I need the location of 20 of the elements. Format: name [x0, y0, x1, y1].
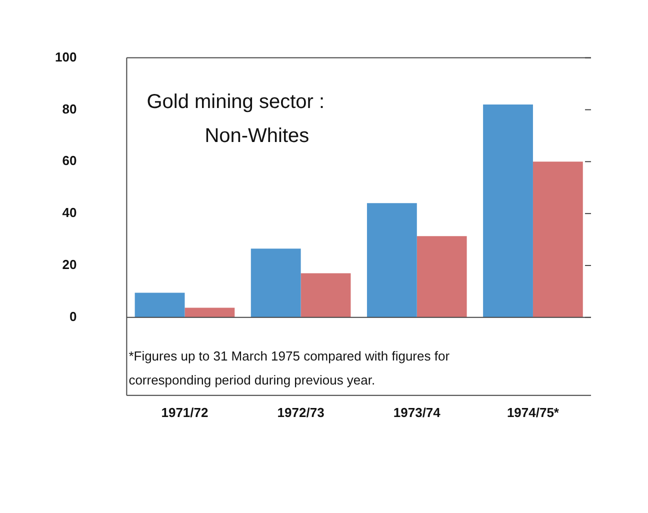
x-tick-label: 1971/72: [161, 404, 208, 420]
y-tick-label: 80: [62, 101, 77, 116]
bar: [300, 273, 351, 318]
text: Gold mining sector : Non-Whites: [146, 90, 325, 147]
x-tick-label: 1973/74: [393, 404, 442, 420]
bar: [250, 248, 301, 318]
bar: [416, 236, 467, 318]
y-tick-label: 60: [62, 153, 77, 168]
bar: [366, 203, 417, 318]
x-tick-label: 1972/73: [277, 404, 324, 420]
bar: [184, 308, 235, 318]
x-tick-label: 1974/75*: [506, 404, 560, 420]
bar: [134, 292, 185, 318]
y-tick-label: 100: [54, 49, 77, 64]
y-tick-label: 0: [69, 308, 77, 324]
y-tick-label: 20: [62, 257, 77, 272]
bar: [532, 162, 583, 318]
bar: [483, 104, 533, 318]
text: *Figures up to 31 March 1975 compared with figures for corresponding period during previous year.: [128, 348, 450, 388]
y-tick-label: 40: [62, 205, 77, 220]
